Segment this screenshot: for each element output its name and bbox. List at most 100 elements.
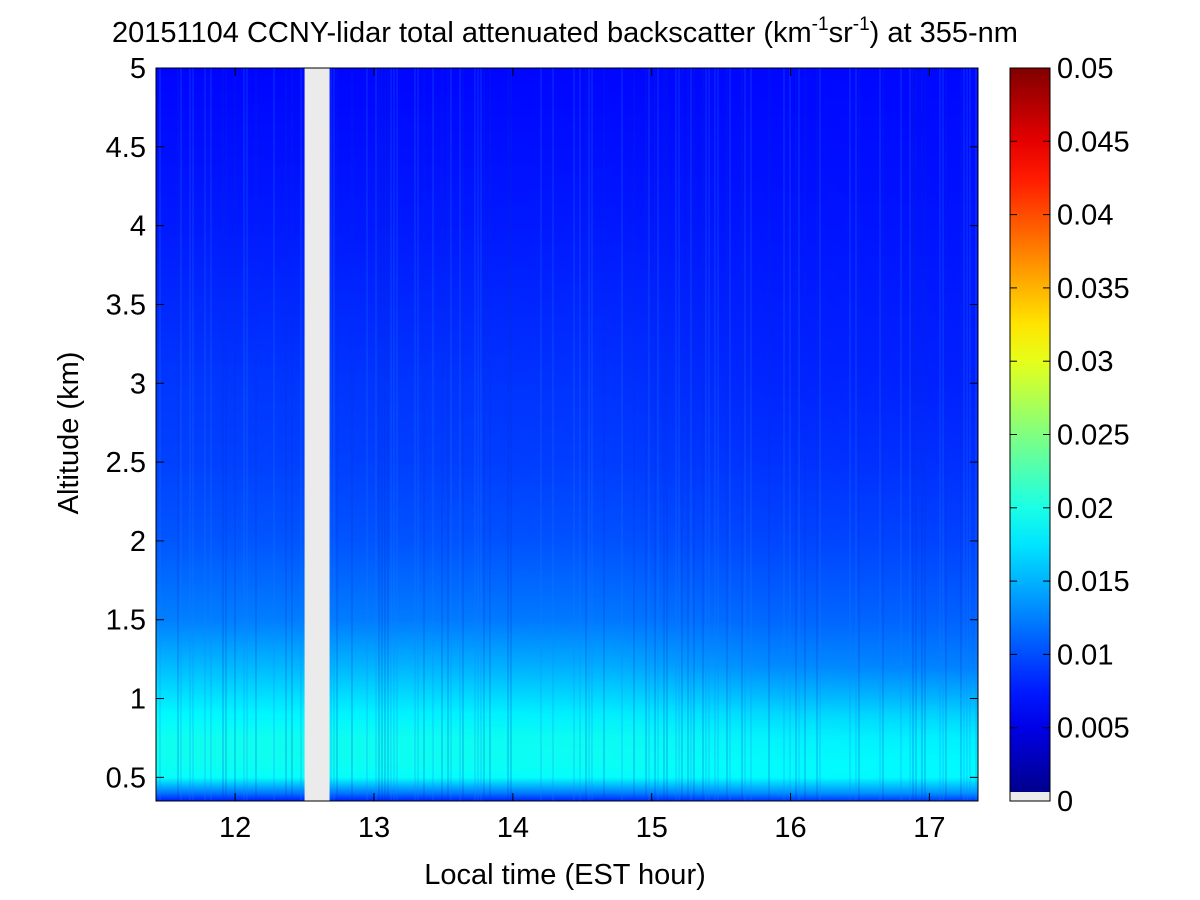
heatmap-column [159,68,161,801]
heatmap-column [384,68,386,801]
heatmap-column [477,68,479,801]
x-tick-label: 14 [497,812,529,844]
colorbar: 0 0.005 0.01 0.015 0.02 0.025 0.03 0.035 0.04 0.0… [1009,53,1130,818]
heatmap-column [246,68,248,801]
heatmap-column [882,68,884,801]
heatmap-column [633,68,635,801]
heatmap-column [654,68,656,801]
heatmap-column [702,68,704,801]
y-tick-label: 3 [130,368,146,400]
heatmap-column [663,68,665,801]
y-tick-label: 3.5 [106,289,146,321]
y-tick-label: 4.5 [106,132,146,164]
colorbar-tick-label: 0.03 [1057,346,1113,378]
heatmap-column [591,68,593,801]
colorbar-tick-label: 0 [1057,786,1073,818]
heatmap-column [189,68,191,801]
heatmap-column [879,68,881,801]
y-tick-label: 2.5 [106,447,146,479]
heatmap-column [489,68,491,801]
heatmap-column [180,68,182,801]
heatmap-column [234,68,236,801]
heatmap-column [222,68,224,801]
heatmap-column [540,68,542,801]
heatmap-column [573,68,575,801]
heatmap-column [966,68,968,801]
heatmap-column [942,68,944,801]
heatmap-column [396,68,398,801]
heatmap-column [330,68,332,801]
heatmap-column [177,68,179,801]
heatmap-column [375,68,377,801]
heatmap-column [729,68,731,801]
heatmap-column [909,68,911,801]
heatmap-column [507,68,509,801]
heatmap-column [708,68,710,801]
heatmap-column [678,68,680,801]
heatmap-column [387,68,389,801]
y-tick-label: 4 [130,211,146,243]
heatmap-column [960,68,962,801]
heatmap-column [552,68,554,801]
heatmap-column [741,68,743,801]
x-tick-label: 16 [774,812,806,844]
chart-title: 20151104 CCNY-lidar total attenuated bac… [112,14,1018,49]
heatmap-column-texture [159,68,977,801]
heatmap-column [687,68,689,801]
heatmap-column [621,68,623,801]
heatmap-column [366,68,368,801]
heatmap-column [693,68,695,801]
heatmap-column [336,68,338,801]
heatmap-column [603,68,605,801]
heatmap-column [795,68,797,801]
heatmap-column [783,68,785,801]
heatmap-column [921,68,923,801]
heatmap-column [750,68,752,801]
heatmap-column [585,68,587,801]
heatmap-column [963,68,965,801]
heatmap-column [480,68,482,801]
heatmap-column [273,68,275,801]
heatmap-column [849,68,851,801]
colorbar-tick-label: 0.04 [1057,200,1113,232]
heatmap-column [681,68,683,801]
y-tick-label: 5 [130,53,146,85]
heatmap-column [333,68,335,801]
y-axis: 0.5 1 1.5 2 2.5 3 3.5 4 4.5 5 [106,53,978,794]
y-tick-label: 1 [130,684,146,716]
plot-frame [155,67,979,802]
heatmap-column [417,68,419,801]
x-tick-label: 12 [219,812,251,844]
heatmap-column [924,68,926,801]
heatmap-column [459,68,461,801]
heatmap-column [657,68,659,801]
heatmap-column [975,68,977,801]
colorbar-tick-label: 0.05 [1057,53,1113,85]
heatmap-column [855,68,857,801]
x-tick-label: 17 [913,812,945,844]
heatmap-column [804,68,806,801]
heatmap-column [816,68,818,801]
heatmap-column [900,68,902,801]
x-tick-label: 15 [636,812,668,844]
heatmap-column [969,68,971,801]
y-axis-label: Altitude (km) [53,352,85,515]
heatmap-column [414,68,416,801]
heatmap-column [789,68,791,801]
colorbar-tick-label: 0.035 [1057,273,1130,305]
colorbar-tick-label: 0.01 [1057,639,1113,671]
heatmap-column [474,68,476,801]
heatmap-column [291,68,293,801]
heatmap-column [675,68,677,801]
heatmap-column [393,68,395,801]
heatmap-column [579,68,581,801]
heatmap-column [225,68,227,801]
y-tick-label: 2 [130,526,146,558]
data-gap-band [304,68,330,801]
heatmap-column [390,68,392,801]
heatmap-column [768,68,770,801]
heatmap-column [717,68,719,801]
colorbar-nodata-swatch [1010,792,1050,801]
heatmap-column [705,68,707,801]
x-tick-label: 13 [358,812,390,844]
